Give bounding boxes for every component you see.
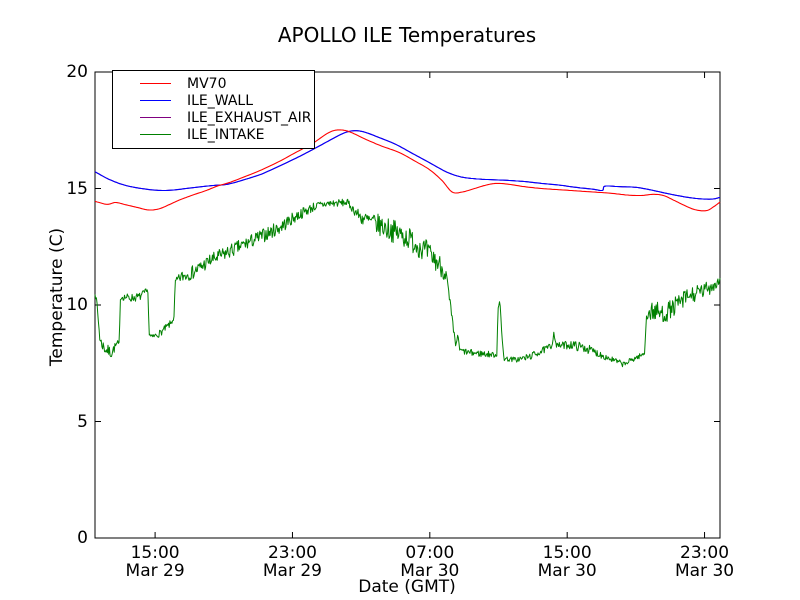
x-tick-time: 15:00 — [542, 543, 592, 563]
x-tick-date: Mar 30 — [537, 561, 597, 581]
x-tick-time: 15:00 — [130, 543, 180, 563]
y-tick-label: 5 — [77, 411, 88, 432]
legend-entry-label: ILE_EXHAUST_AIR — [187, 109, 312, 126]
x-tick-time: 23:00 — [680, 543, 730, 563]
legend-line-sample — [140, 134, 171, 135]
legend-entry-label: ILE_WALL — [187, 92, 254, 109]
legend: MV70 ILE_WALL ILE_EXHAUST_AIR ILE_INTAKE — [112, 70, 315, 149]
y-tick-label: 0 — [77, 528, 88, 548]
series-mv70-line — [94, 129, 721, 212]
x-tick-label: 15:00 Mar 29 — [126, 544, 185, 580]
y-axis-label: Temperature (C) — [47, 227, 67, 367]
series-ile-wall-line — [94, 130, 721, 200]
legend-entry: ILE_INTAKE — [113, 126, 314, 143]
x-tick-label: 15:00 Mar 30 — [538, 544, 597, 580]
legend-line-sample — [140, 83, 171, 84]
x-tick-time: 07:00 — [405, 543, 455, 563]
series-ile-intake-line — [94, 198, 721, 368]
y-tick-label: 15 — [66, 178, 88, 199]
legend-line-sample — [140, 117, 171, 118]
legend-entry: MV70 — [113, 75, 314, 92]
legend-entry: ILE_EXHAUST_AIR — [113, 109, 314, 126]
x-tick-date: Mar 29 — [262, 561, 323, 581]
chart-title: APOLLO ILE Temperatures — [277, 23, 537, 47]
legend-entry-label: MV70 — [187, 75, 227, 92]
x-tick-label: 23:00 Mar 29 — [263, 544, 322, 580]
x-tick-time: 23:00 — [267, 543, 317, 563]
y-tick-label: 20 — [66, 62, 88, 82]
x-tick-date: Mar 29 — [125, 561, 185, 581]
x-tick-date: Mar 30 — [400, 561, 460, 581]
y-tick-label: 10 — [66, 295, 88, 315]
x-axis-label: Date (GMT) — [358, 577, 456, 597]
x-tick-label: 07:00 Mar 30 — [400, 544, 459, 580]
legend-entry-label: ILE_INTAKE — [187, 126, 265, 143]
legend-entry: ILE_WALL — [113, 92, 314, 109]
x-tick-date: Mar 30 — [674, 561, 735, 581]
x-tick-label: 23:00 Mar 30 — [675, 544, 734, 580]
legend-line-sample — [140, 100, 171, 101]
